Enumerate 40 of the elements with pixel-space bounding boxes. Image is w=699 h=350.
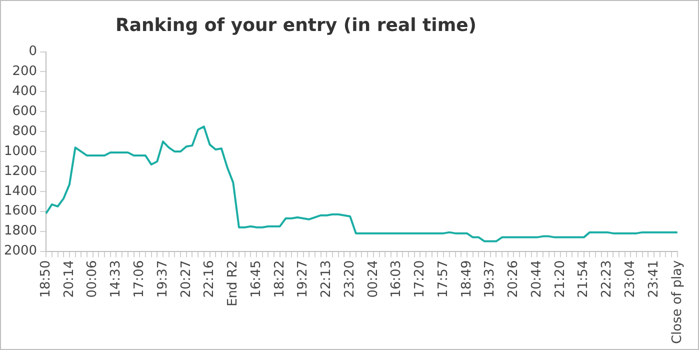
y-tick-label: 0 bbox=[28, 44, 38, 60]
x-tick-label: 19:37 bbox=[482, 260, 498, 298]
y-tick-label: 600 bbox=[12, 104, 38, 120]
x-tick-label: 16:03 bbox=[389, 260, 404, 298]
x-tick-label: 18:22 bbox=[272, 260, 288, 298]
x-tick-label: 23:41 bbox=[646, 260, 662, 298]
x-tick-label: 17:20 bbox=[412, 260, 428, 298]
x-tick-label: End R2 bbox=[226, 260, 241, 306]
x-tick-label: 17:06 bbox=[132, 260, 147, 298]
y-tick-label: 1800 bbox=[4, 224, 38, 239]
x-tick-label: 23:20 bbox=[342, 260, 358, 298]
y-tick-label: 1000 bbox=[4, 144, 38, 159]
y-tick-label: 1600 bbox=[4, 204, 38, 219]
chart-title: Ranking of your entry (in real time) bbox=[114, 15, 478, 36]
x-tick-label: 18:49 bbox=[459, 260, 474, 298]
x-tick-label: 21:20 bbox=[552, 260, 568, 298]
y-tick-label: 400 bbox=[12, 84, 38, 100]
y-tick-label: 1400 bbox=[4, 184, 38, 199]
x-tick-label: 20:44 bbox=[529, 260, 544, 298]
y-tick-label: 200 bbox=[12, 64, 38, 80]
x-tick-label: 00:24 bbox=[366, 260, 381, 298]
x-tick-label: 21:54 bbox=[576, 260, 592, 298]
x-tick-label: 16:45 bbox=[248, 260, 264, 298]
x-tick-label: 19:27 bbox=[296, 260, 311, 298]
x-tick-label: 14:33 bbox=[108, 260, 124, 298]
x-tick-label: 22:16 bbox=[202, 260, 218, 298]
y-tick-label: 2000 bbox=[4, 244, 38, 259]
x-tick-label: 18:50 bbox=[38, 260, 54, 298]
y-tick-label: 800 bbox=[12, 124, 38, 139]
x-tick-label: 00:06 bbox=[85, 260, 100, 298]
x-tick-label: 20:14 bbox=[62, 260, 77, 298]
x-tick-label: Close of play bbox=[670, 260, 685, 344]
x-tick-label: 17:57 bbox=[436, 260, 451, 298]
y-tick-label: 1200 bbox=[4, 164, 38, 179]
x-tick-label: 23:04 bbox=[623, 260, 638, 298]
x-tick-label: 22:23 bbox=[600, 260, 615, 298]
x-tick-label: 22:13 bbox=[319, 260, 334, 298]
x-tick-label: 20:27 bbox=[178, 260, 194, 298]
x-tick-label: 20:26 bbox=[506, 260, 522, 298]
x-tick-label: 19:37 bbox=[155, 260, 170, 298]
